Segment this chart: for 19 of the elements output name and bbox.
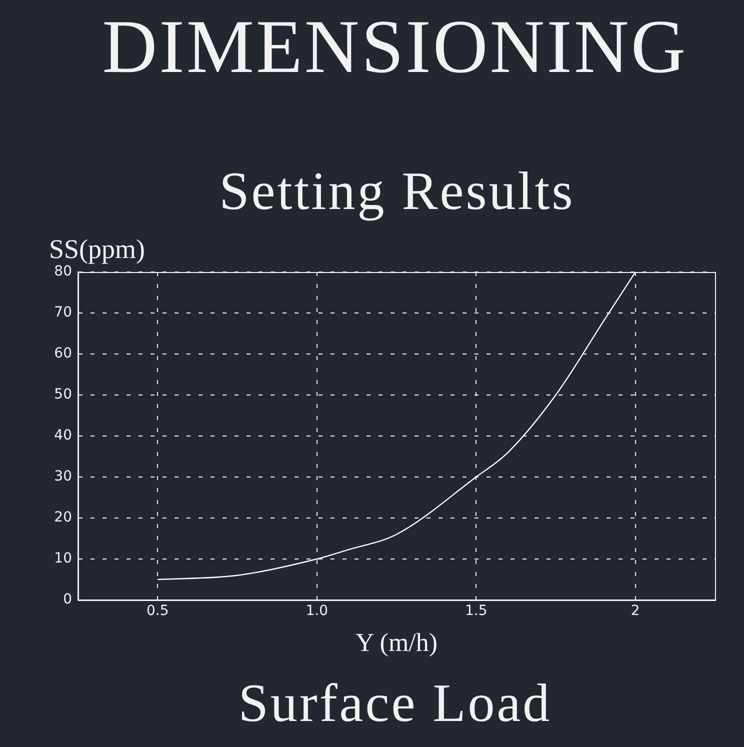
y-tick-label: 50 [54, 386, 72, 403]
y-tick-label: 0 [63, 592, 72, 608]
line-series [157, 272, 636, 580]
chart-subtitle: Setting Results [218, 160, 576, 222]
text: Surface Load [237, 672, 553, 734]
x-tick-label: 2 [630, 603, 640, 620]
y-tick-label: 70 [54, 304, 72, 321]
x-tick-label: 0.5 [146, 603, 169, 620]
y-tick-label: 20 [54, 510, 72, 526]
chart-title: DIMENSIONING [101, 4, 689, 91]
y-tick-label: 30 [54, 468, 72, 485]
x-tick-label: 1.5 [464, 603, 488, 620]
x-axis-title: Y (m/h) [355, 628, 438, 658]
x-tick-label: 1.0 [306, 603, 328, 620]
y-tick-label: 80 [54, 264, 72, 280]
y-tick-label: 10 [54, 550, 72, 567]
y-axis-title: SS(ppm) [49, 234, 146, 265]
y-tick-label: 60 [54, 346, 72, 362]
y-tick-label: 40 [54, 428, 72, 444]
